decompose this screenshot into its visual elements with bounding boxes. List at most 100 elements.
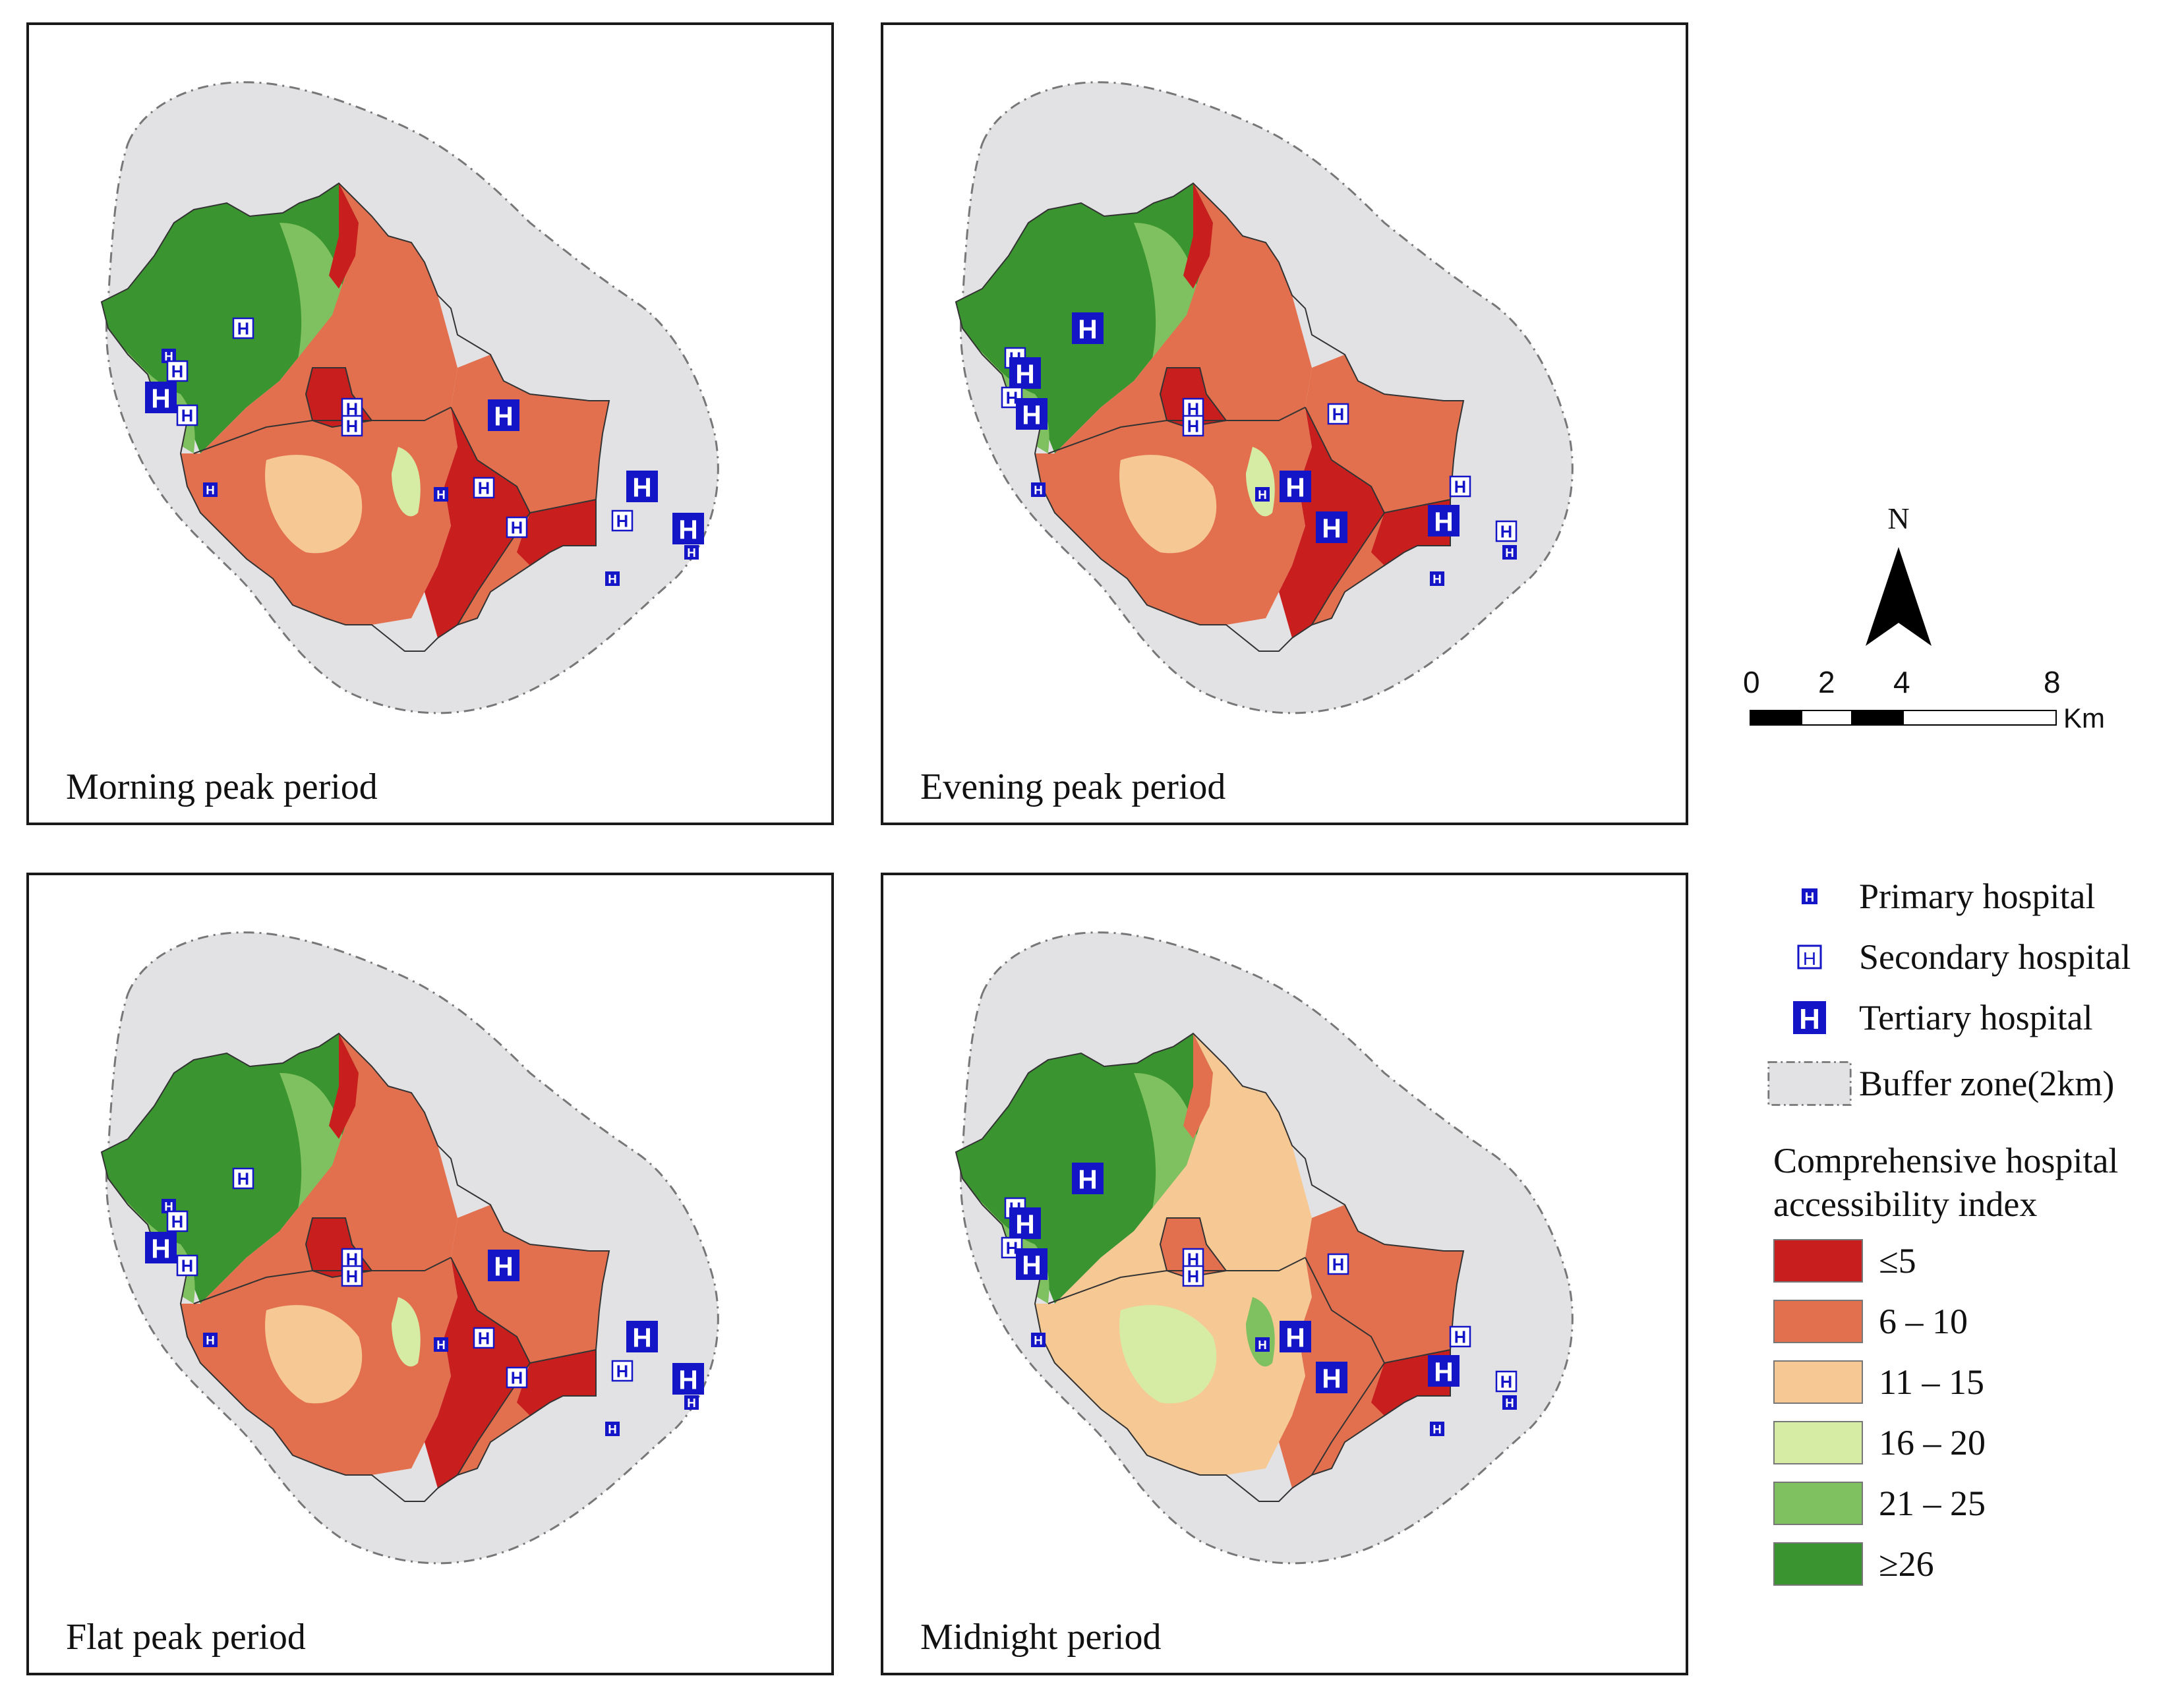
secondary-hospital-icon: H bbox=[506, 1366, 528, 1389]
zone-north-hot bbox=[1183, 1033, 1213, 1139]
svg-text:H: H bbox=[1258, 488, 1267, 502]
svg-text:H: H bbox=[678, 1364, 697, 1395]
svg-text:H: H bbox=[1322, 1363, 1341, 1393]
secondary-hospital-icon: H bbox=[166, 360, 189, 382]
tertiary-hospital-icon: H bbox=[145, 1232, 177, 1263]
zone-southwest-light bbox=[1119, 1305, 1217, 1404]
primary-hospital-icon: H bbox=[1430, 571, 1444, 586]
legend-class-row-21-25: 21 – 25 bbox=[1773, 1479, 1986, 1528]
svg-text:H: H bbox=[1500, 523, 1512, 542]
scale-tick-4: 4 bbox=[1893, 665, 1910, 699]
district-boundary bbox=[1159, 1217, 1227, 1279]
tertiary-hospital-icon: H bbox=[672, 513, 704, 544]
zone-central-strip bbox=[392, 1297, 421, 1367]
svg-text:H: H bbox=[1034, 483, 1043, 497]
zone-north bbox=[227, 183, 457, 427]
secondary-hospital-icon: H bbox=[1001, 386, 1023, 409]
svg-text:H: H bbox=[171, 1213, 183, 1232]
district-boundary bbox=[529, 499, 597, 513]
legend-label-secondary: Secondary hospital bbox=[1859, 937, 2131, 977]
zone-north bbox=[227, 1033, 457, 1277]
svg-text:H: H bbox=[1332, 406, 1344, 424]
tertiary-hospital-icon: H bbox=[1316, 511, 1347, 543]
tertiary-hospital-icon: H bbox=[1016, 1248, 1048, 1280]
primary-hospital-icon: H bbox=[203, 1333, 218, 1347]
scale-bar: 0 2 4 8 Km bbox=[1740, 664, 2110, 743]
legend-index-title-line1: Comprehensive hospital bbox=[1773, 1141, 2119, 1180]
legend-class-label-16-20: 16 – 20 bbox=[1879, 1423, 1986, 1462]
svg-text:H: H bbox=[1434, 1356, 1453, 1387]
secondary-hospital-icon: H bbox=[473, 1327, 495, 1349]
svg-text:H: H bbox=[1006, 1240, 1018, 1258]
primary-hospital-icon: H bbox=[1502, 545, 1517, 560]
tertiary-hospital-icon: H bbox=[1009, 1207, 1041, 1239]
secondary-hospital-icon: H bbox=[176, 404, 198, 426]
tertiary-hospital-icon: H bbox=[488, 399, 519, 431]
primary-hospital-icon: H bbox=[434, 487, 448, 502]
tertiary-hospital-icon: H bbox=[1316, 1362, 1347, 1393]
secondary-hospital-icon: H bbox=[1182, 1265, 1204, 1287]
secondary-hospital-icon: H bbox=[1797, 944, 1822, 969]
legend-row-secondary: H Secondary hospital bbox=[1767, 931, 2131, 983]
tertiary-hospital-icon: H bbox=[1280, 1321, 1311, 1352]
primary-hospital-icon: H bbox=[605, 1422, 620, 1436]
secondary-hospital-icon: H bbox=[1182, 415, 1204, 437]
svg-text:H: H bbox=[511, 1370, 523, 1388]
legend-swatch-le5 bbox=[1773, 1239, 1863, 1283]
svg-text:H: H bbox=[511, 519, 523, 538]
svg-text:H: H bbox=[164, 349, 173, 363]
svg-text:H: H bbox=[346, 401, 358, 419]
primary-hospital-icon: H bbox=[684, 545, 699, 560]
svg-text:H: H bbox=[632, 1322, 651, 1352]
secondary-hospital-icon: H bbox=[1327, 1253, 1349, 1275]
panel-label-evening: Evening peak period bbox=[920, 767, 1226, 807]
north-letter: N bbox=[1887, 502, 1910, 535]
legend-class-row-le5: ≤5 bbox=[1773, 1236, 1916, 1285]
svg-text:H: H bbox=[608, 572, 617, 586]
tertiary-hospital-icon: H bbox=[1072, 1163, 1104, 1194]
legend-class-label-ge26: ≥26 bbox=[1879, 1544, 1934, 1584]
primary-hospital-icon: H bbox=[162, 349, 176, 363]
primary-hospital-icon: H bbox=[1255, 1337, 1270, 1352]
legend-swatch-16-20 bbox=[1773, 1421, 1863, 1464]
buffer-zone-swatch bbox=[1767, 1061, 1852, 1106]
legend-class-label-21-25: 21 – 25 bbox=[1879, 1484, 1986, 1523]
legend-class-row-11-15: 11 – 15 bbox=[1773, 1358, 1984, 1406]
svg-text:H: H bbox=[1505, 1396, 1514, 1410]
secondary-hospital-icon: H bbox=[1327, 403, 1349, 425]
secondary-hospital-icon: H bbox=[611, 509, 634, 532]
secondary-hospital-icon: H bbox=[232, 1167, 254, 1190]
svg-text:H: H bbox=[1454, 478, 1466, 497]
secondary-hospital-icon: H bbox=[473, 477, 495, 499]
zone-small-district bbox=[1160, 368, 1226, 427]
svg-text:H: H bbox=[1505, 546, 1514, 560]
zone-central bbox=[425, 1258, 530, 1488]
legend-row-tertiary: H Tertiary hospital bbox=[1767, 991, 2093, 1044]
legend-label-tertiary: Tertiary hospital bbox=[1859, 998, 2093, 1037]
svg-text:H: H bbox=[1022, 1250, 1041, 1280]
svg-text:H: H bbox=[206, 1333, 215, 1347]
district-boundary bbox=[529, 1349, 597, 1364]
district-boundary bbox=[1159, 367, 1227, 428]
panel-label-morning: Morning peak period bbox=[66, 767, 378, 807]
svg-text:H: H bbox=[678, 514, 697, 544]
legend-swatch-11-15 bbox=[1773, 1360, 1863, 1404]
scale-tick-0: 0 bbox=[1743, 665, 1760, 699]
tertiary-hospital-icon: H bbox=[626, 471, 658, 502]
zone-east-pocket bbox=[517, 1350, 596, 1416]
tertiary-hospital-icon: H bbox=[488, 1250, 519, 1281]
svg-text:H: H bbox=[436, 488, 446, 502]
svg-text:H: H bbox=[1187, 1268, 1199, 1287]
legend-class-row-16-20: 16 – 20 bbox=[1773, 1418, 1986, 1467]
svg-text:H: H bbox=[436, 1338, 446, 1352]
svg-text:H: H bbox=[1034, 1333, 1043, 1347]
svg-text:H: H bbox=[1187, 418, 1199, 436]
legend-row-primary: H Primary hospital bbox=[1767, 870, 2095, 923]
secondary-hospital-icon: H bbox=[341, 415, 363, 437]
